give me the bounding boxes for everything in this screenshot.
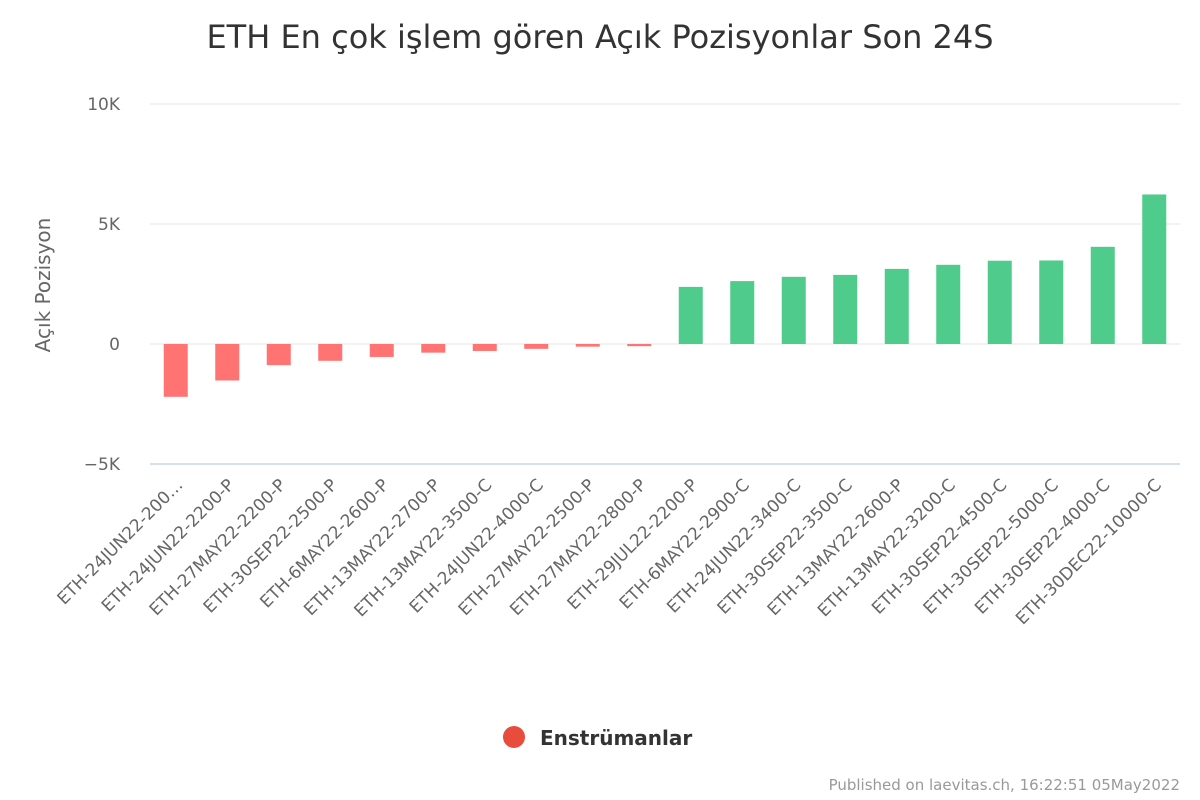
bar-eth-27may22-2800-p[interactable] xyxy=(627,344,652,347)
bar-eth-24jun22-200[interactable] xyxy=(163,344,188,397)
x-axis-ticks: ETH-24JUN22-200…ETH-24JUN22-2200-PETH-27… xyxy=(54,475,1166,629)
y-axis-label: Açık Pozisyon xyxy=(31,218,55,353)
bar-eth-6may22-2900-c[interactable] xyxy=(730,281,755,344)
bar-eth-30sep22-3500-c[interactable] xyxy=(833,274,858,344)
bar-eth-29jul22-2200-p[interactable] xyxy=(678,286,703,344)
bar-eth-13may22-3200-c[interactable] xyxy=(936,264,961,344)
y-tick-label: 5K xyxy=(98,215,121,235)
y-tick-label: −5K xyxy=(84,455,121,475)
bar-eth-13may22-3500-c[interactable] xyxy=(472,344,497,351)
legend-marker xyxy=(503,726,525,748)
chart-title: ETH En çok işlem gören Açık Pozisyonlar … xyxy=(206,18,993,56)
legend[interactable]: Enstrümanlar xyxy=(503,726,692,750)
bar-eth-13may22-2600-p[interactable] xyxy=(884,268,909,344)
bar-eth-30sep22-4500-c[interactable] xyxy=(987,260,1012,344)
bar-eth-27may22-2200-p[interactable] xyxy=(266,344,291,366)
bar-eth-30sep22-2500-p[interactable] xyxy=(318,344,343,361)
bars xyxy=(163,194,1167,397)
bar-eth-24jun22-3400-c[interactable] xyxy=(781,276,806,344)
grid xyxy=(150,103,1180,465)
bar-eth-30sep22-5000-c[interactable] xyxy=(1039,260,1064,344)
bar-eth-30dec22-10000-c[interactable] xyxy=(1142,194,1167,344)
y-tick-label: 0 xyxy=(109,335,120,355)
credits[interactable]: Published on laevitas.ch, 16:22:51 05May… xyxy=(829,776,1180,794)
bar-eth-13may22-2700-p[interactable] xyxy=(421,344,446,353)
bar-eth-6may22-2600-p[interactable] xyxy=(369,344,394,357)
y-axis-ticks: 10K 5K 0 −5K xyxy=(84,95,121,475)
bar-eth-27may22-2500-p[interactable] xyxy=(575,344,600,347)
bar-eth-24jun22-4000-c[interactable] xyxy=(524,344,549,349)
bar-eth-24jun22-2200-p[interactable] xyxy=(215,344,240,381)
bar-eth-30sep22-4000-c[interactable] xyxy=(1090,246,1115,344)
y-tick-label: 10K xyxy=(87,95,121,115)
legend-label-enstrumanlar: Enstrümanlar xyxy=(540,726,692,750)
